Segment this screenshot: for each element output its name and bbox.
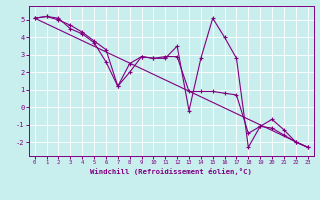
X-axis label: Windchill (Refroidissement éolien,°C): Windchill (Refroidissement éolien,°C): [90, 168, 252, 175]
